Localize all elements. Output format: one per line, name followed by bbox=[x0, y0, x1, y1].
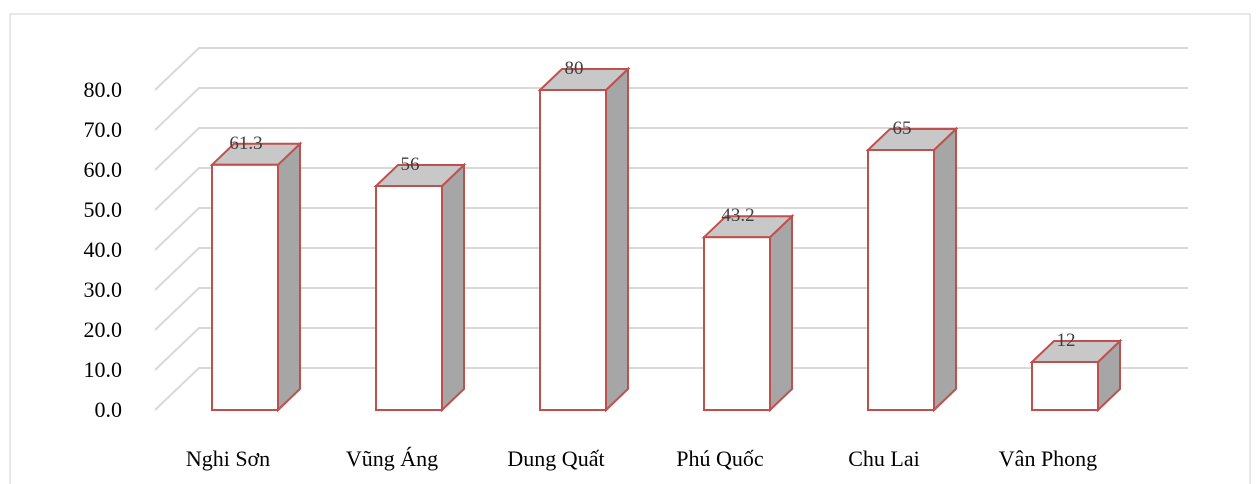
gridline bbox=[154, 47, 1188, 91]
y-tick-label: 40.0 bbox=[84, 237, 123, 262]
data-label: 56 bbox=[401, 154, 420, 175]
gridline bbox=[154, 127, 1188, 171]
bar-front-face bbox=[375, 185, 443, 411]
x-tick-label: Vân Phong bbox=[999, 446, 1097, 471]
x-tick-label: Dung Quất bbox=[507, 446, 604, 471]
bar-front-face bbox=[211, 163, 279, 411]
y-tick-label: 10.0 bbox=[84, 357, 123, 382]
x-tick-label: Phú Quốc bbox=[676, 446, 764, 471]
bar-front-face bbox=[703, 236, 771, 411]
data-label: 43.2 bbox=[721, 205, 754, 226]
gridline bbox=[154, 87, 1188, 131]
bar bbox=[865, 126, 959, 413]
gridline bbox=[154, 327, 1188, 371]
bars bbox=[209, 66, 1123, 413]
bar-front-face bbox=[867, 149, 935, 411]
bar-side-face bbox=[605, 66, 629, 413]
bar-side-face bbox=[441, 162, 465, 413]
gridline bbox=[154, 207, 1188, 251]
y-tick-label: 20.0 bbox=[84, 317, 123, 342]
x-tick-label: Chu Lai bbox=[848, 446, 920, 471]
y-tick-label: 60.0 bbox=[84, 157, 123, 182]
bar bbox=[209, 141, 303, 413]
bar bbox=[373, 162, 467, 413]
y-tick-label: 0.0 bbox=[95, 397, 123, 422]
bar-front-face bbox=[539, 89, 607, 411]
gridline bbox=[154, 247, 1188, 291]
bar-side-face bbox=[277, 141, 301, 413]
data-label: 61.3 bbox=[229, 133, 262, 154]
y-tick-label: 50.0 bbox=[84, 197, 123, 222]
y-tick-label: 30.0 bbox=[84, 277, 123, 302]
x-tick-label: Vũng Áng bbox=[346, 446, 438, 471]
gridlines bbox=[154, 47, 1188, 411]
data-label: 65 bbox=[893, 118, 912, 139]
data-label: 80 bbox=[565, 58, 584, 79]
gridline bbox=[154, 287, 1188, 331]
gridline bbox=[154, 167, 1188, 211]
data-label: 12 bbox=[1057, 330, 1076, 351]
bar-side-face bbox=[933, 126, 957, 413]
y-tick-label: 80.0 bbox=[84, 77, 123, 102]
bar-side-face bbox=[769, 213, 793, 413]
y-tick-label: 70.0 bbox=[84, 117, 123, 142]
bar-front-face bbox=[1031, 361, 1099, 411]
data-labels: 61.3 56 80 43.2 65 12 bbox=[229, 58, 1075, 351]
x-axis-ticks: Nghi Sơn Vũng Áng Dung Quất Phú Quốc Chu Lai… bbox=[186, 446, 1097, 471]
gridline bbox=[154, 367, 1188, 411]
bar bbox=[701, 213, 795, 413]
bar bbox=[1029, 338, 1123, 413]
y-axis-ticks: 0.0 10.0 20.0 30.0 40.0 50.0 60.0 70.0 80.0 bbox=[84, 77, 123, 422]
bar bbox=[537, 66, 631, 413]
x-tick-label: Nghi Sơn bbox=[186, 446, 270, 471]
